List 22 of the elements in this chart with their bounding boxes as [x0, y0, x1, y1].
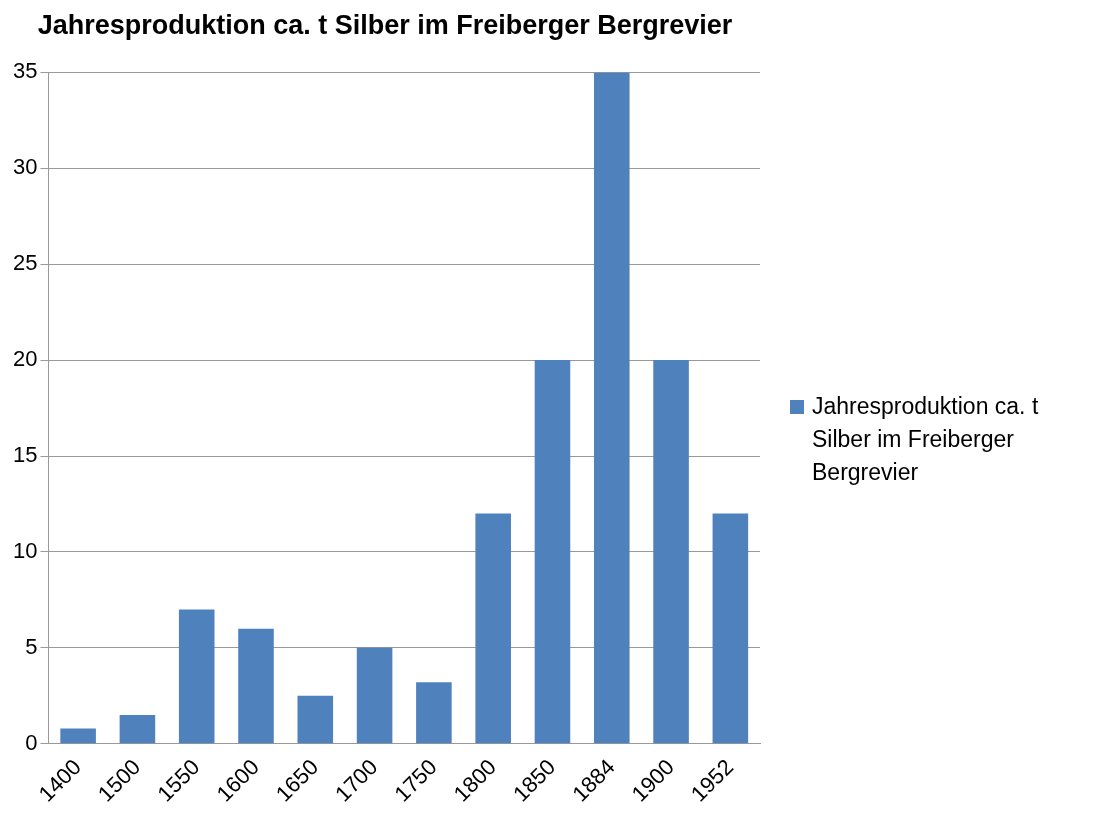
bar	[534, 360, 571, 744]
bar	[356, 647, 393, 744]
y-tick-label: 0	[25, 729, 38, 755]
bar	[60, 728, 96, 744]
y-tick-label: 15	[12, 442, 38, 468]
chart-title: Jahresproduktion ca. t Silber im Freiberger Bergrevier	[37, 9, 733, 40]
bar	[593, 72, 630, 744]
bar	[238, 628, 274, 744]
legend-label: Jahresproduktion ca. t Silber im Freiberger Bergrevier	[812, 392, 1040, 487]
bar	[297, 695, 334, 744]
y-tick-label: 10	[12, 537, 38, 563]
y-tick-label: 20	[12, 346, 38, 372]
y-tick-label: 5	[25, 633, 38, 659]
bar	[178, 609, 215, 744]
y-tick-label: 30	[12, 154, 38, 180]
bar	[475, 513, 511, 744]
bar	[119, 714, 156, 744]
bar	[712, 513, 749, 744]
bar	[653, 360, 689, 744]
y-tick-label: 35	[12, 58, 38, 84]
bar	[416, 682, 452, 744]
y-tick-label: 25	[12, 250, 38, 276]
